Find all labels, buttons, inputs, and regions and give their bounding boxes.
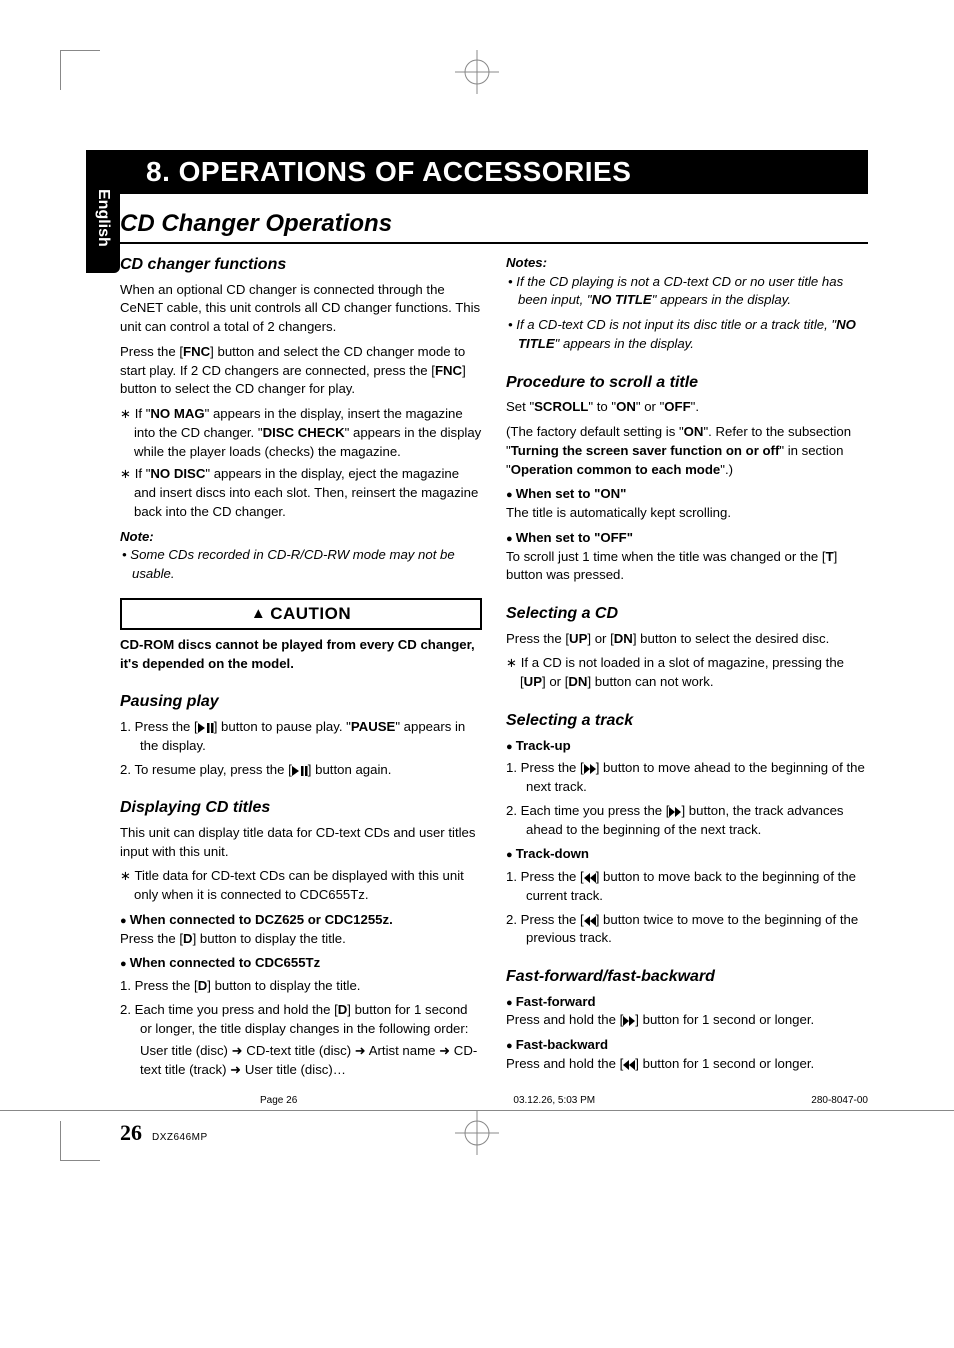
warning-icon: ▲ [251, 605, 266, 622]
body-text: Press the [UP] or [DN] button to select … [506, 630, 868, 649]
heading-selecting-track: Selecting a track [506, 710, 868, 733]
asterisk-list: If a CD is not loaded in a slot of magaz… [506, 654, 868, 691]
note-body: Some CDs recorded in CD-R/CD-RW mode may… [120, 546, 482, 583]
heading-cd-changer-functions: CD changer functions [120, 254, 482, 277]
list-item: Press the [] button to move ahead to the… [506, 759, 868, 796]
ordered-list: Press the [D] button to display the titl… [120, 977, 482, 1080]
section-title: CD Changer Operations [86, 208, 868, 244]
body-text: Press the [FNC] button and select the CD… [120, 343, 482, 399]
body-text: Set "SCROLL" to "ON" or "OFF". [506, 398, 868, 417]
body-text: When an optional CD changer is connected… [120, 281, 482, 337]
play-pause-icon [198, 723, 214, 733]
language-tab: English [86, 163, 120, 273]
ordered-list: Press the [] button to pause play. "PAUS… [120, 718, 482, 779]
heading-procedure-scroll: Procedure to scroll a title [506, 372, 868, 395]
note-body: If a CD-text CD is not input its disc ti… [506, 316, 868, 353]
fast-forward-icon [623, 1016, 635, 1026]
rewind-icon [584, 873, 596, 883]
asterisk-list: If "NO MAG" appears in the display, inse… [120, 405, 482, 521]
list-item: If "NO MAG" appears in the display, inse… [120, 405, 482, 461]
list-item: Press the [] button to move back to the … [506, 868, 868, 905]
right-column: Notes: If the CD playing is not a CD-tex… [506, 254, 868, 1086]
heading-selecting-cd: Selecting a CD [506, 603, 868, 626]
bullet-heading: When set to "ON" [506, 485, 868, 504]
list-item: Each time you press the [] button, the t… [506, 802, 868, 839]
manual-page: English 8. OPERATIONS OF ACCESSORIES CD … [0, 0, 954, 1206]
rewind-icon [584, 916, 596, 926]
heading-fast-forward-backward: Fast-forward/fast-backward [506, 966, 868, 989]
bullet-heading: Track-down [506, 845, 868, 864]
list-item: If a CD is not loaded in a slot of magaz… [506, 654, 868, 691]
body-text: The title is automatically kept scrollin… [506, 504, 868, 523]
body-text: To scroll just 1 time when the title was… [506, 548, 868, 585]
list-item: Press the [D] button to display the titl… [120, 977, 482, 996]
body-text: This unit can display title data for CD-… [120, 824, 482, 861]
heading-pausing-play: Pausing play [120, 691, 482, 714]
rewind-icon [623, 1060, 635, 1070]
note-body: If the CD playing is not a CD-text CD or… [506, 273, 868, 310]
list-item: Press the [] button to pause play. "PAUS… [120, 718, 482, 755]
heading-displaying-cd-titles: Displaying CD titles [120, 797, 482, 820]
bullet-heading: Track-up [506, 737, 868, 756]
list-item: Title data for CD-text CDs can be displa… [120, 867, 482, 904]
asterisk-list: Title data for CD-text CDs can be displa… [120, 867, 482, 904]
left-column: CD changer functions When an optional CD… [120, 254, 482, 1086]
list-item: Press the [] button twice to move to the… [506, 911, 868, 948]
bullet-heading: Fast-backward [506, 1036, 868, 1055]
list-item: Each time you press and hold the [D] but… [120, 1001, 482, 1080]
bullet-heading: When connected to DCZ625 or CDC1255z. [120, 911, 482, 930]
caution-box: ▲CAUTION [120, 598, 482, 630]
chapter-title: 8. OPERATIONS OF ACCESSORIES [86, 150, 868, 194]
note-label: Note: [120, 528, 482, 547]
list-item: To resume play, press the [] button agai… [120, 761, 482, 780]
body-text: Press and hold the [] button for 1 secon… [506, 1055, 868, 1074]
ordered-list: Press the [] button to move ahead to the… [506, 759, 868, 839]
gutter-code: 280-8047-00 [811, 1095, 868, 1106]
bullet-heading: When set to "OFF" [506, 529, 868, 548]
fast-forward-icon [584, 764, 596, 774]
notes-label: Notes: [506, 254, 868, 273]
play-pause-icon [292, 766, 308, 776]
gutter-time: 03.12.26, 5:03 PM [513, 1095, 595, 1106]
print-gutter: Page 26 03.12.26, 5:03 PM 280-8047-00 [0, 1110, 954, 1180]
bullet-heading: When connected to CDC655Tz [120, 954, 482, 973]
fast-forward-icon [669, 807, 681, 817]
ordered-list: Press the [] button to move back to the … [506, 868, 868, 948]
body-text: Press and hold the [] button for 1 secon… [506, 1011, 868, 1030]
body-text: Press the [D] button to display the titl… [120, 930, 482, 949]
gutter-page: Page 26 [260, 1095, 297, 1106]
body-text: (The factory default setting is "ON". Re… [506, 423, 868, 479]
bullet-heading: Fast-forward [506, 993, 868, 1012]
caution-text: CD-ROM discs cannot be played from every… [120, 636, 482, 673]
list-item: If "NO DISC" appears in the display, eje… [120, 465, 482, 521]
